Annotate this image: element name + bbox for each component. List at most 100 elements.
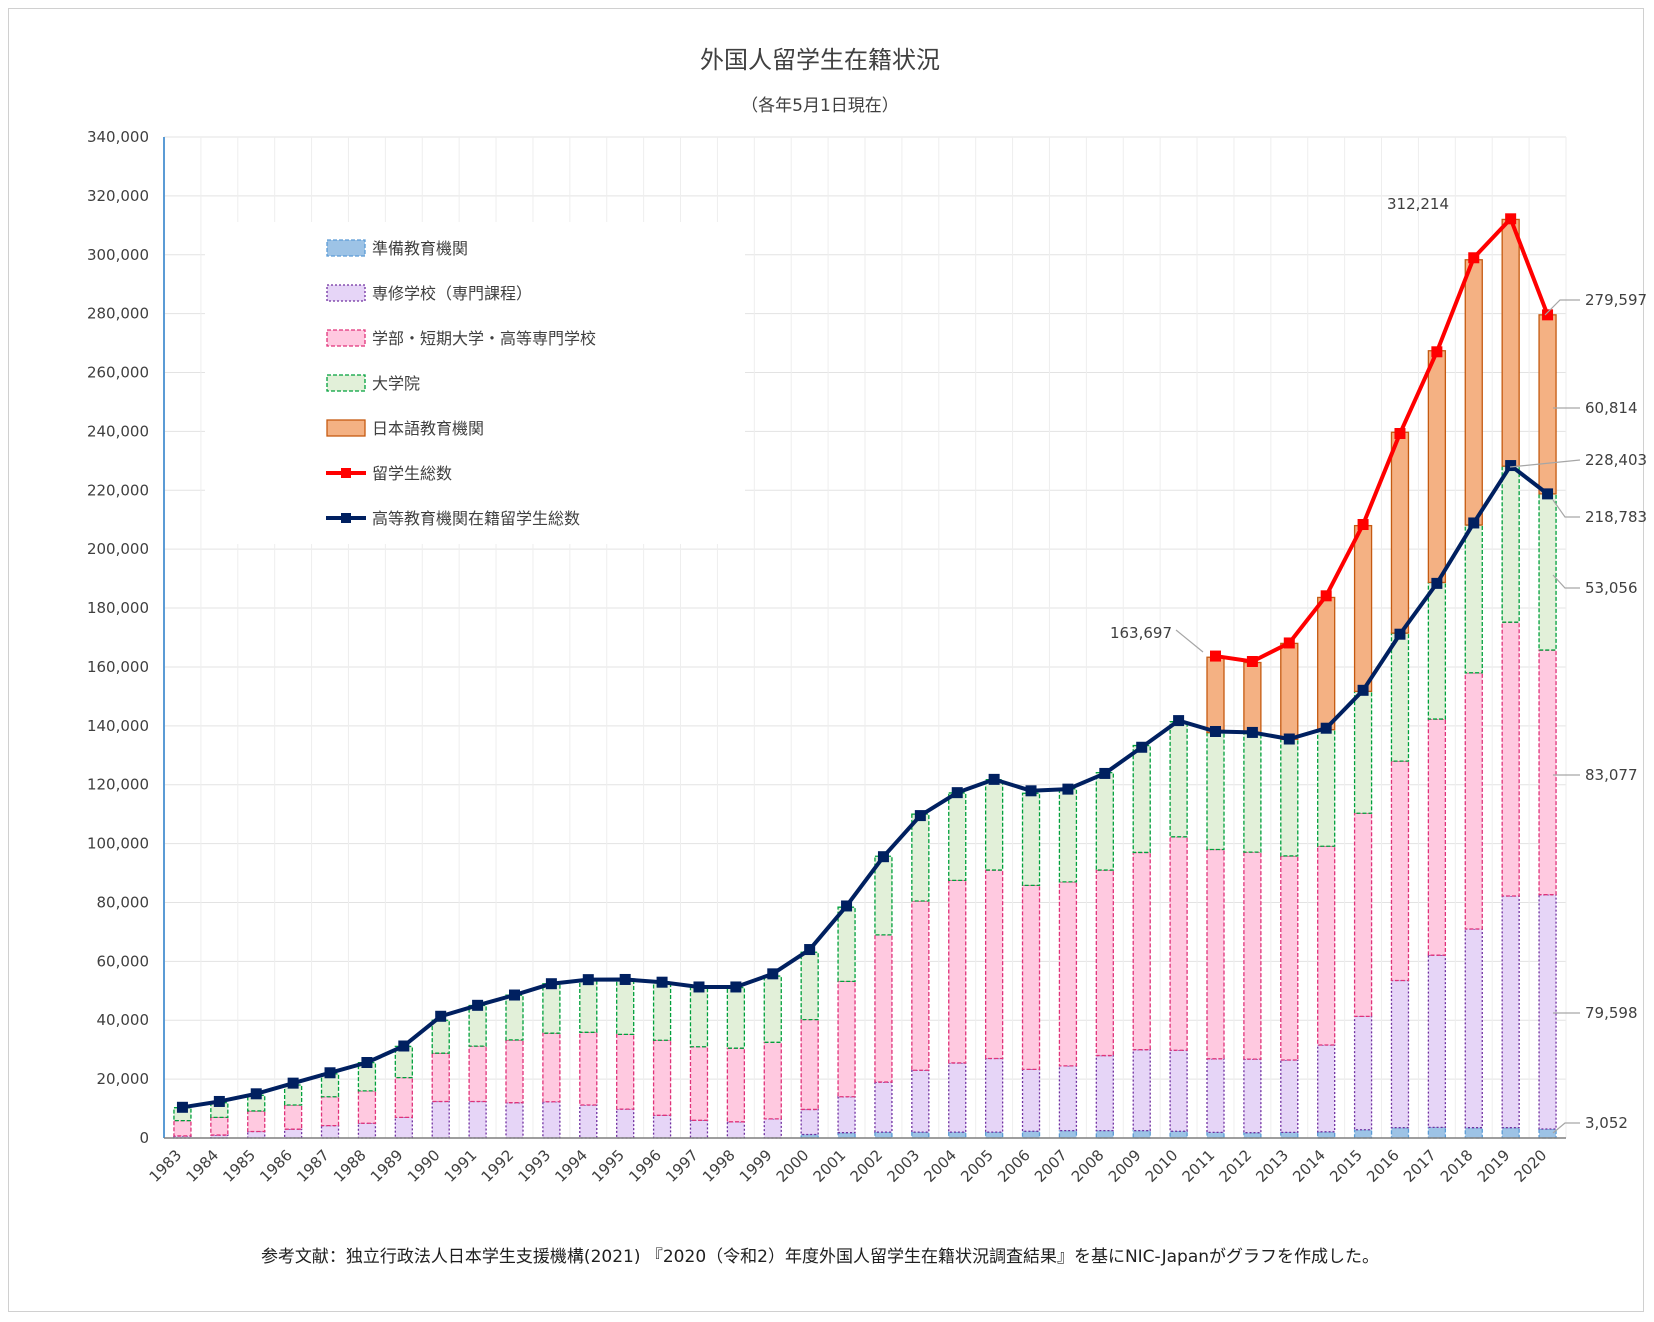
bar-segment — [394, 1076, 413, 1119]
bar-segment — [1501, 218, 1520, 467]
x-tick-label: 2003 — [883, 1146, 923, 1186]
legend-marker — [341, 513, 351, 523]
bar-segment — [1095, 1054, 1114, 1132]
bar-segment — [542, 983, 561, 1034]
x-tick-label: 2016 — [1363, 1146, 1403, 1186]
y-tick-label: 60,000 — [97, 952, 150, 970]
y-tick-label: 220,000 — [87, 481, 149, 499]
bar-segment — [1132, 851, 1151, 1051]
x-tick-label: 2008 — [1068, 1146, 1108, 1186]
bar-segment — [247, 1130, 266, 1139]
x-tick-label: 1983 — [146, 1146, 186, 1186]
bar-segment — [1353, 690, 1373, 814]
bar-segment — [1169, 1049, 1188, 1132]
bar-segment — [837, 1132, 856, 1139]
series-point — [1394, 428, 1406, 440]
bar-segment — [1427, 718, 1447, 956]
bar-segment — [800, 951, 819, 1021]
bar-segment — [1243, 851, 1262, 1060]
bar-segment — [948, 1131, 967, 1139]
bar-segment — [763, 975, 782, 1043]
x-tick-label: 2015 — [1326, 1146, 1366, 1186]
series-line — [1215, 216, 1550, 664]
bar-segment — [505, 1039, 524, 1104]
bar-segment — [1243, 1132, 1262, 1139]
x-tick-label: 1987 — [293, 1146, 333, 1186]
x-tick-label: 1994 — [551, 1146, 591, 1186]
legend-swatch — [326, 419, 366, 437]
bar-segment — [1538, 314, 1557, 495]
lines — [176, 213, 1554, 1113]
bar-segment — [357, 1122, 377, 1139]
bar-segment — [1464, 259, 1483, 526]
bar-segment — [173, 1119, 192, 1137]
bar-segment — [948, 879, 967, 1064]
x-tick-label: 2019 — [1474, 1146, 1514, 1186]
series-point — [582, 974, 594, 986]
series-point — [545, 978, 557, 990]
bars — [173, 218, 1557, 1139]
bar-segment — [394, 1116, 413, 1139]
bar-segment — [579, 1031, 598, 1106]
series-point — [1505, 460, 1517, 472]
bar-segment — [837, 906, 856, 983]
bar-segment — [948, 1062, 967, 1133]
series-point — [1505, 213, 1517, 225]
bar-segment — [874, 855, 893, 936]
y-tick-label: 300,000 — [87, 246, 149, 264]
bar-segment — [1538, 493, 1557, 651]
bar-segment — [1464, 524, 1483, 674]
legend-marker — [341, 468, 351, 478]
chart-title: 外国人留学生在籍状況 — [700, 46, 940, 74]
series-point — [1210, 725, 1221, 737]
x-tick-label: 2009 — [1105, 1146, 1145, 1186]
x-tick-label: 1995 — [588, 1146, 628, 1186]
bar-segment — [1501, 895, 1520, 1129]
bar-segment — [616, 978, 635, 1036]
bar-segment — [1390, 431, 1410, 634]
data-label: 312,214 — [1387, 195, 1449, 213]
x-tick-label: 2010 — [1142, 1146, 1182, 1186]
series-point — [1283, 733, 1295, 745]
series-point — [250, 1088, 262, 1100]
y-tick-label: 140,000 — [87, 717, 149, 735]
series-point — [324, 1067, 336, 1079]
bar-segment — [726, 1121, 746, 1139]
bar-segment — [579, 978, 598, 1033]
series-point — [656, 976, 668, 988]
bar-segment — [874, 1081, 893, 1133]
data-label: 53,056 — [1585, 579, 1638, 597]
annotation-leader — [1509, 459, 1581, 468]
x-tick-label: 1993 — [514, 1146, 554, 1186]
x-tick-label: 2004 — [920, 1146, 960, 1186]
bar-segment — [1353, 1129, 1373, 1139]
bar-segment — [320, 1096, 340, 1127]
bar-segment — [1095, 771, 1114, 871]
bar-segment — [247, 1110, 266, 1133]
legend-swatch — [326, 239, 366, 257]
chart-subtitle: （各年5月1日現在） — [741, 96, 899, 116]
x-tick-label: 1998 — [699, 1146, 739, 1186]
bar-segment — [1501, 621, 1520, 897]
bar-segment — [652, 1114, 672, 1139]
x-tick-label: 1988 — [330, 1146, 370, 1186]
bar-segment — [1206, 1131, 1225, 1139]
series-point — [914, 810, 926, 822]
bar-segment — [1169, 721, 1188, 838]
bar-segment — [616, 1033, 635, 1110]
bar-segment — [1317, 596, 1336, 731]
series-point — [176, 1101, 188, 1113]
y-tick-label: 100,000 — [87, 835, 149, 853]
series-point — [988, 773, 1000, 785]
legend-label: 学部・短期大学・高等専門学校 — [372, 329, 596, 348]
bar-segment — [763, 1118, 782, 1139]
series-point — [1246, 656, 1258, 668]
bar-segment — [1317, 845, 1336, 1046]
y-tick-label: 0 — [139, 1129, 149, 1147]
x-tick-label: 2002 — [847, 1146, 887, 1186]
y-tick-label: 160,000 — [87, 658, 149, 676]
annotation-leader — [1552, 1122, 1580, 1134]
bar-segment — [874, 1131, 893, 1139]
bar-segment — [1427, 581, 1447, 720]
x-tick-label: 2017 — [1400, 1146, 1440, 1186]
